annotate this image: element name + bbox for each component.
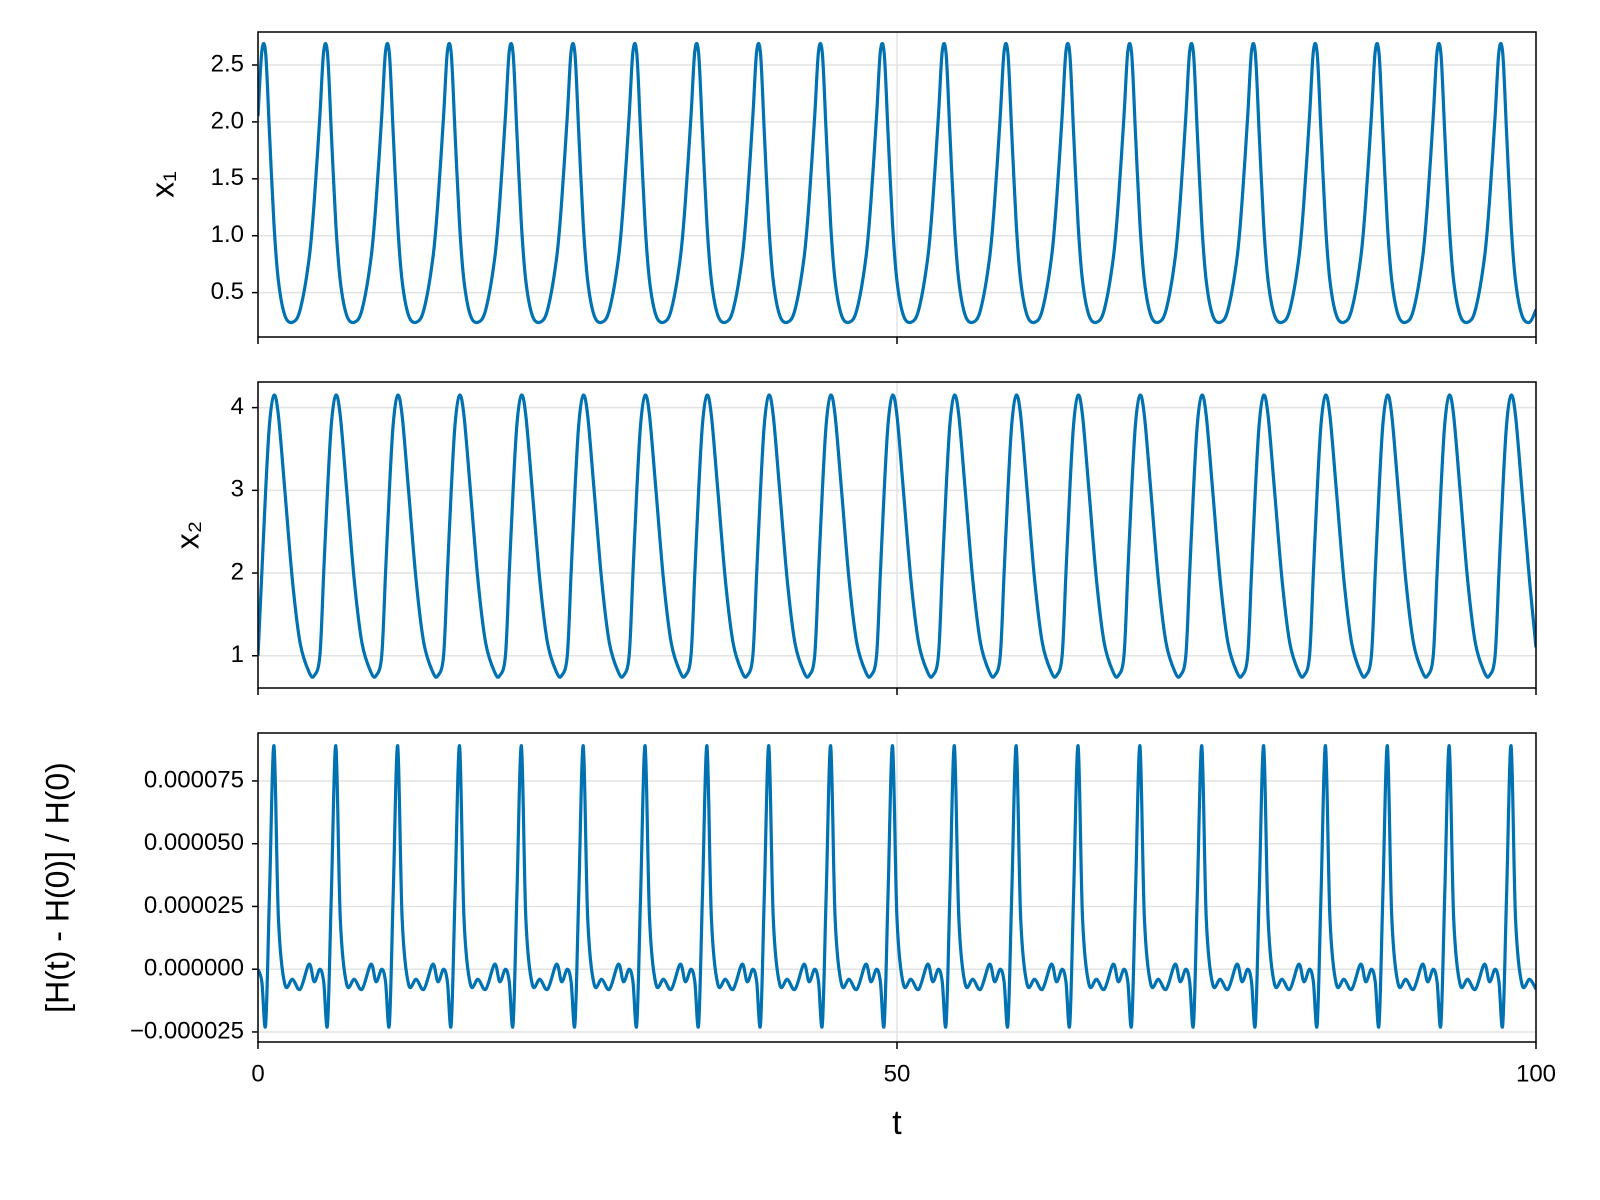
y-tick-label: 1.0 [211,221,244,248]
y-tick-label: 0.000075 [144,766,244,793]
plot-frame [257,31,1537,338]
x-axis-label: t [892,1104,902,1142]
y-tick-label: 0.5 [211,278,244,305]
plot-frame [257,732,1537,1043]
y-axis-label: x₂ [169,521,205,549]
y-axis-label: [H(t) - H(0)] / H(0) [39,762,75,1013]
y-tick-label: 2 [231,558,244,585]
y-tick-label: 0.000025 [144,892,244,919]
y-tick-label: 1 [231,641,244,668]
y-tick-label: 2.0 [211,107,244,134]
y-tick-label: −0.000025 [130,1017,244,1044]
y-tick-label: 4 [231,393,244,420]
y-tick-label: 1.5 [211,164,244,191]
x-tick-label: 50 [884,1060,911,1087]
data-line [258,744,1536,1029]
x-tick-label: 0 [251,1060,264,1087]
y-tick-label: 3 [231,476,244,503]
y-tick-label: 0.000050 [144,829,244,856]
y-tick-label: 2.5 [211,50,244,77]
data-line [258,41,1536,325]
x-tick-label: 100 [1516,1060,1556,1087]
plot-frame [257,381,1537,689]
data-line [258,393,1536,679]
y-tick-label: 0.000000 [144,955,244,982]
y-axis-label: x₁ [144,171,180,198]
